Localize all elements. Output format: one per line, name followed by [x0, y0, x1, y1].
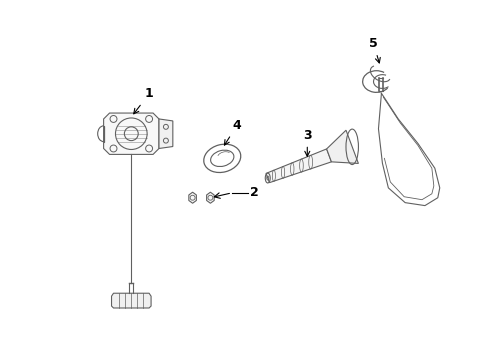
- Polygon shape: [103, 113, 159, 154]
- Polygon shape: [207, 192, 214, 203]
- Polygon shape: [189, 192, 196, 203]
- Polygon shape: [327, 130, 358, 163]
- Text: 3: 3: [303, 129, 312, 156]
- Text: 2: 2: [250, 186, 259, 199]
- Polygon shape: [112, 293, 151, 308]
- Polygon shape: [159, 119, 173, 148]
- Text: 4: 4: [224, 119, 242, 145]
- Polygon shape: [266, 149, 331, 183]
- Text: 5: 5: [369, 37, 380, 63]
- Text: 1: 1: [134, 87, 153, 114]
